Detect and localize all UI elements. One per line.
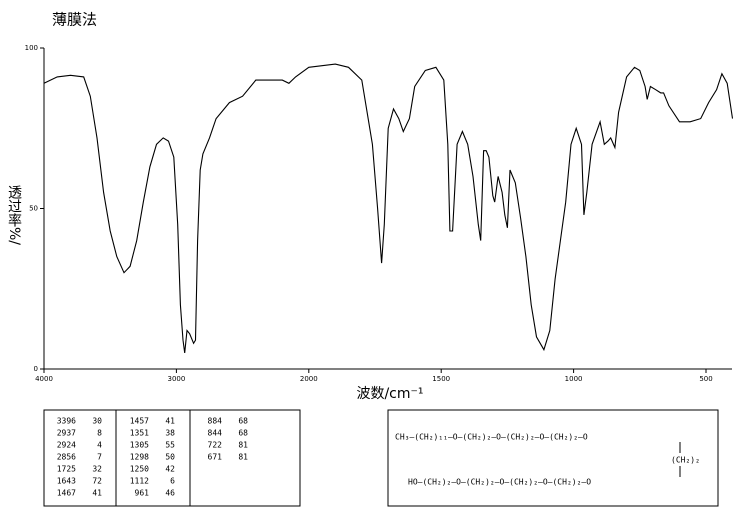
peak-transmittance: 32 <box>92 465 102 474</box>
peak-transmittance: 68 <box>238 429 248 438</box>
x-tick-label: 4000 <box>35 375 53 383</box>
y-tick-label: 0 <box>34 365 38 373</box>
x-tick-label: 500 <box>699 375 712 383</box>
peak-wavenumber: 1298 <box>130 453 149 462</box>
peak-table-frame <box>43 409 301 507</box>
peak-wavenumber: 2856 <box>57 453 76 462</box>
peak-transmittance: 38 <box>165 429 175 438</box>
peak-transmittance: 81 <box>238 441 248 450</box>
peak-transmittance: 30 <box>92 417 102 426</box>
structure-line: HO—(CH₂)₂—O—(CH₂)₂—O—(CH₂)₂—O—(CH₂)₂—O <box>408 478 591 487</box>
peak-wavenumber: 961 <box>135 489 150 498</box>
peak-wavenumber: 1457 <box>130 417 149 426</box>
peak-wavenumber: 3396 <box>57 417 76 426</box>
y-tick-label: 50 <box>29 205 38 213</box>
peak-transmittance: 68 <box>238 417 248 426</box>
structure-line: CH₃—(CH₂)₁₁—O—(CH₂)₂—O—(CH₂)₂—O—(CH₂)₂—O <box>395 433 588 442</box>
x-axis-label: 波数/cm⁻¹ <box>356 386 423 402</box>
structure-branch: (CH₂)₂ <box>671 456 700 465</box>
peak-wavenumber: 2937 <box>57 429 76 438</box>
peak-wavenumber: 2924 <box>57 441 76 450</box>
peak-transmittance: 4 <box>97 441 102 450</box>
peak-transmittance: 72 <box>92 477 102 486</box>
peak-wavenumber: 1305 <box>130 441 149 450</box>
peak-transmittance: 42 <box>165 465 175 474</box>
peak-wavenumber: 1250 <box>130 465 149 474</box>
peak-wavenumber: 844 <box>208 429 223 438</box>
peak-transmittance: 41 <box>165 417 175 426</box>
peak-wavenumber: 1351 <box>130 429 149 438</box>
peak-transmittance: 8 <box>97 429 102 438</box>
spectrum-line <box>43 63 734 353</box>
x-tick-label: 3000 <box>167 375 185 383</box>
peak-transmittance: 81 <box>238 453 248 462</box>
peak-wavenumber: 884 <box>208 417 223 426</box>
peak-transmittance: 55 <box>165 441 175 450</box>
peak-wavenumber: 671 <box>208 453 223 462</box>
peak-transmittance: 50 <box>165 453 175 462</box>
peak-transmittance: 46 <box>165 489 175 498</box>
peak-wavenumber: 1643 <box>57 477 76 486</box>
peak-wavenumber: 1112 <box>130 477 149 486</box>
peak-transmittance: 6 <box>170 477 175 486</box>
structure-frame <box>387 409 719 507</box>
peak-wavenumber: 1467 <box>57 489 76 498</box>
y-axis-label: 透过率%/ <box>6 185 22 245</box>
x-tick-label: 2000 <box>300 375 318 383</box>
peak-wavenumber: 1725 <box>57 465 76 474</box>
chart-title: 薄膜法 <box>52 11 97 29</box>
x-tick-label: 1000 <box>565 375 583 383</box>
y-tick-label: 100 <box>25 44 38 52</box>
peak-transmittance: 7 <box>97 453 102 462</box>
peak-transmittance: 41 <box>92 489 102 498</box>
peak-wavenumber: 722 <box>208 441 223 450</box>
x-tick-label: 1500 <box>432 375 450 383</box>
